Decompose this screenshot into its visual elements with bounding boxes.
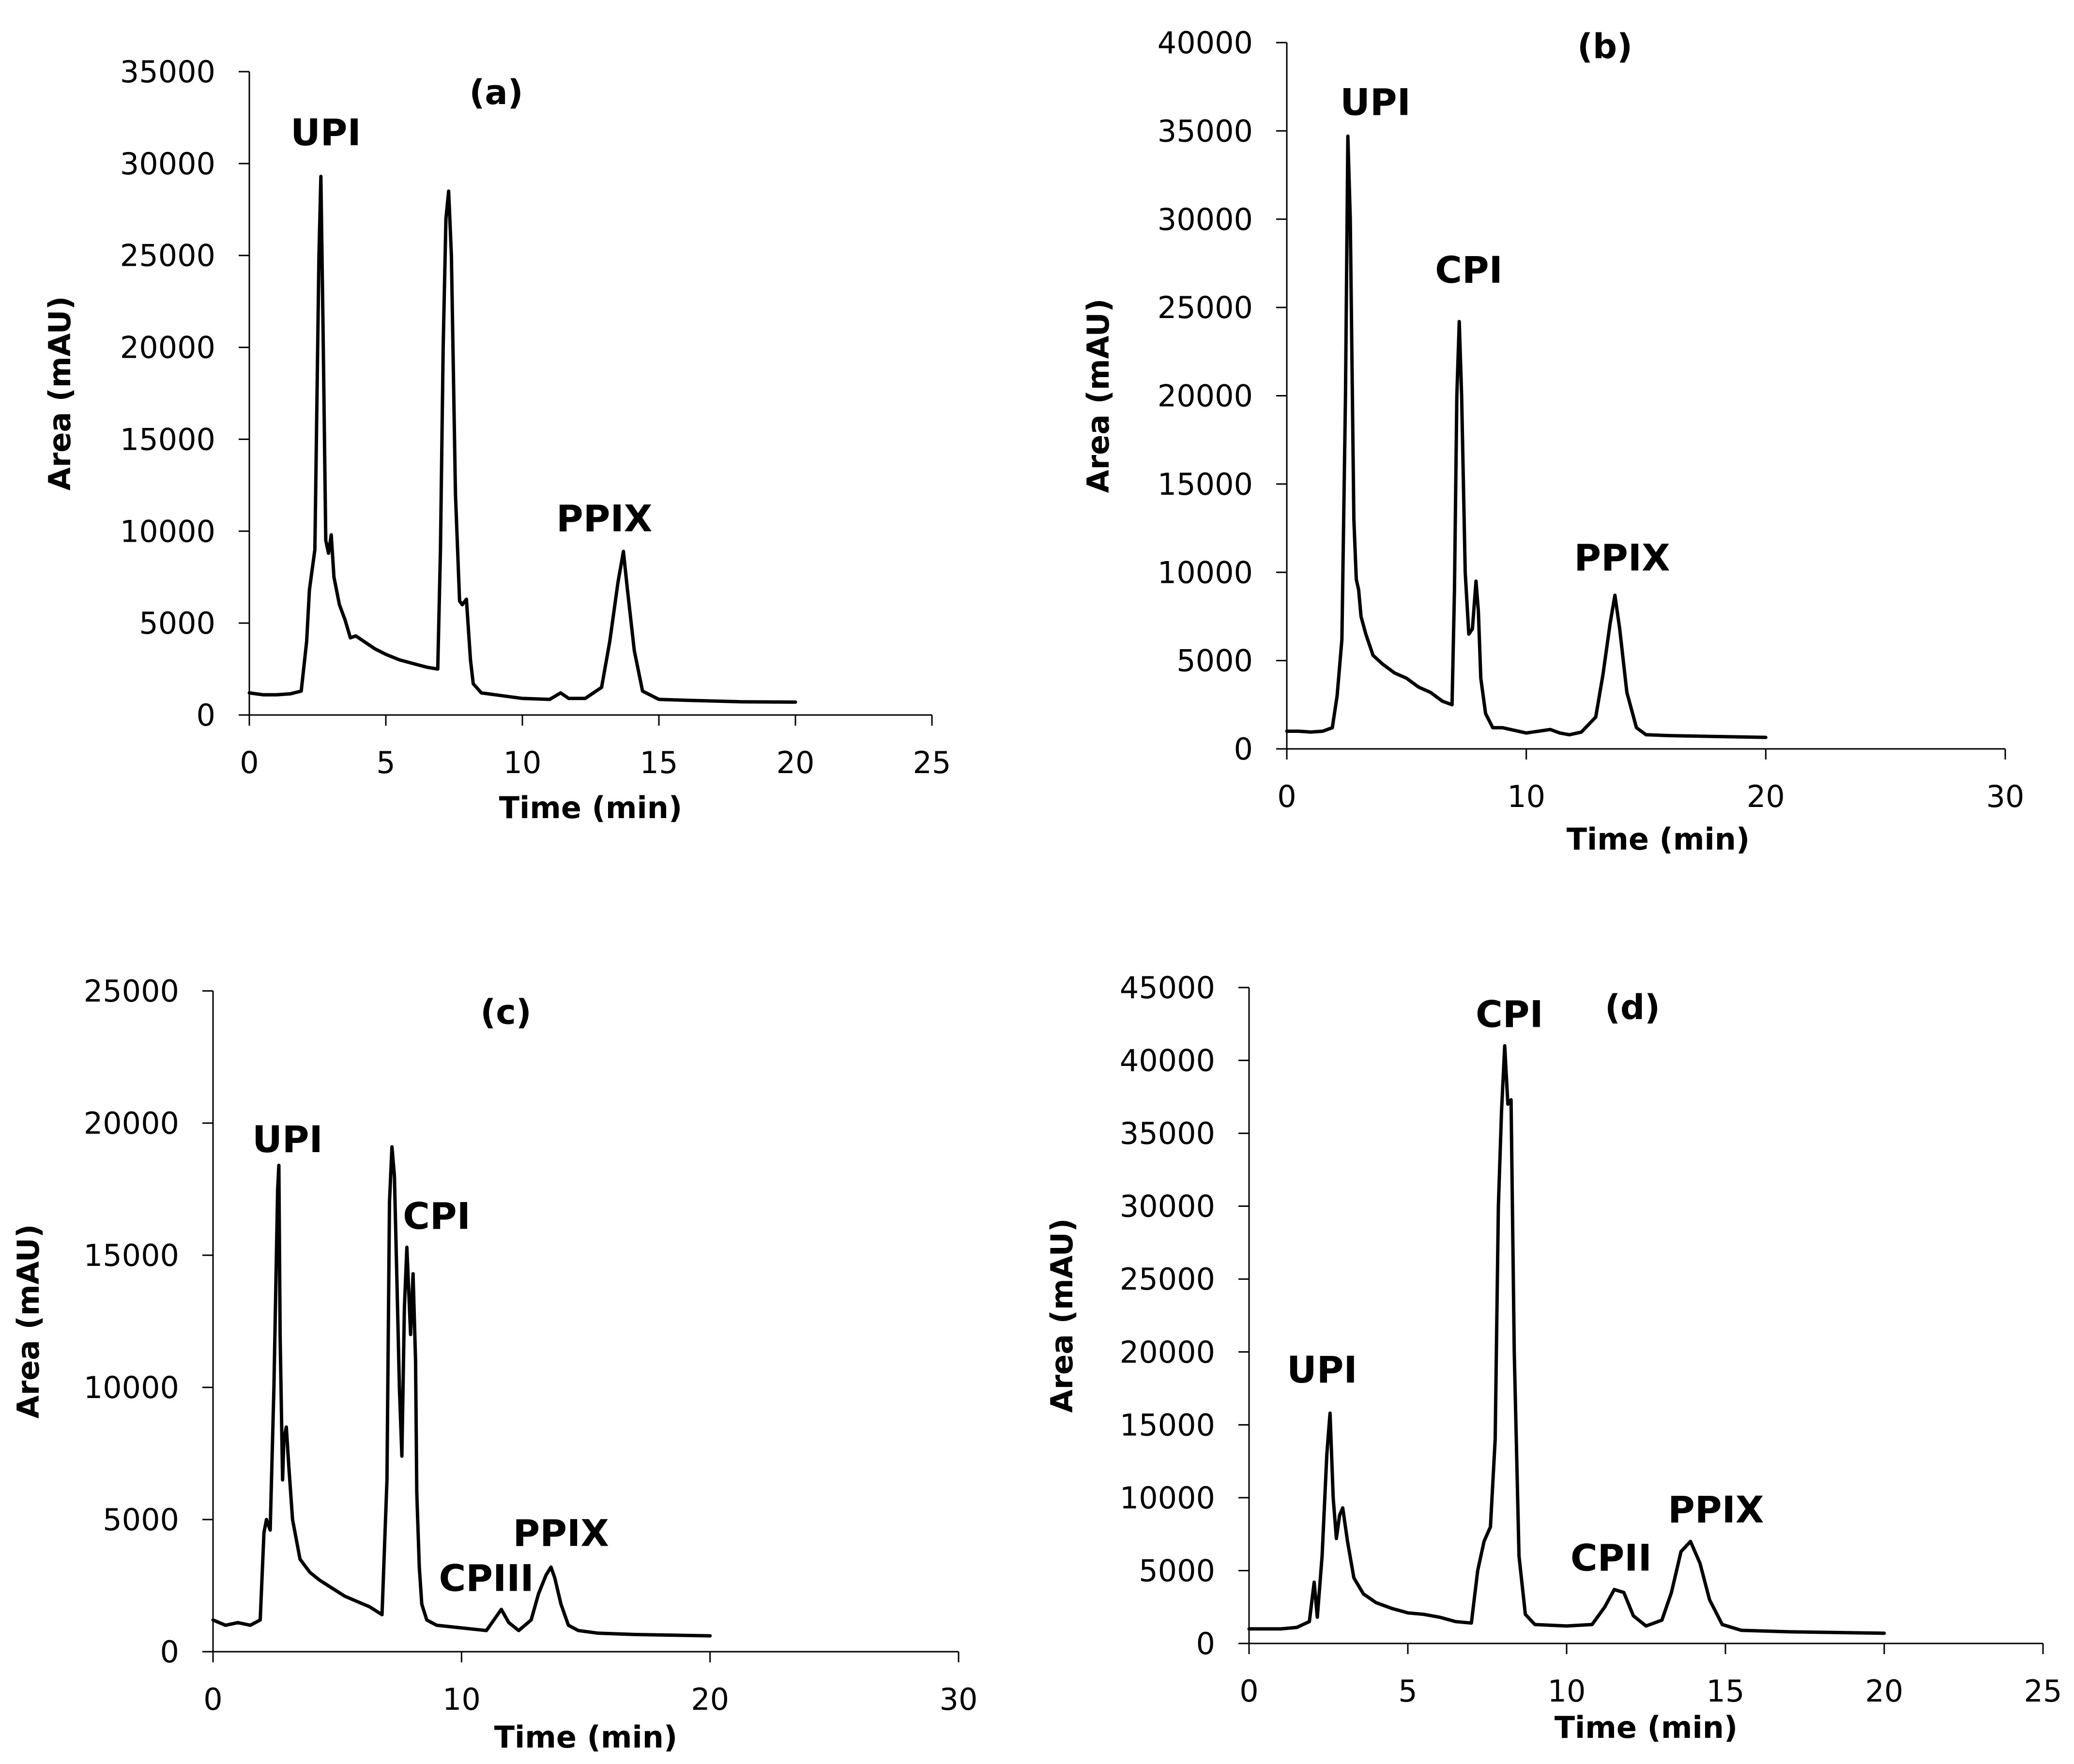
y-tick-label: 25000 bbox=[1120, 1262, 1215, 1297]
peak-label: UPI bbox=[1287, 1348, 1357, 1391]
chromatogram-trace bbox=[1247, 1044, 1886, 1635]
y-tick-label: 5000 bbox=[103, 1502, 179, 1537]
x-axis-title: Time (min) bbox=[1555, 1710, 1738, 1745]
x-tick-label: 0 bbox=[1239, 1673, 1258, 1709]
peak-label: UPI bbox=[1340, 81, 1411, 124]
y-tick-label: 0 bbox=[1234, 731, 1253, 767]
x-tick-label: 15 bbox=[1707, 1673, 1745, 1709]
y-tick-label: 20000 bbox=[84, 1106, 179, 1141]
x-tick-label: 15 bbox=[640, 745, 678, 780]
y-tick-label: 30000 bbox=[1158, 202, 1253, 237]
peak-label: CPII bbox=[1571, 1536, 1652, 1579]
y-tick-label: 30000 bbox=[1120, 1189, 1215, 1224]
chromatogram-trace bbox=[247, 174, 797, 704]
y-axis-title: Area (mAU) bbox=[1044, 1218, 1080, 1413]
x-axis-title: Time (min) bbox=[1567, 821, 1750, 857]
y-tick-label: 15000 bbox=[120, 422, 215, 457]
peak-label: PPIX bbox=[1574, 536, 1670, 579]
y-tick-label: 0 bbox=[1196, 1626, 1215, 1661]
x-tick-label: 0 bbox=[203, 1682, 222, 1717]
x-tick-label: 20 bbox=[777, 745, 815, 780]
peak-label: CPIII bbox=[439, 1556, 534, 1599]
y-tick-label: 20000 bbox=[1158, 379, 1253, 414]
peak-label: PPIX bbox=[556, 497, 652, 540]
panel-title: (c) bbox=[480, 992, 531, 1032]
peak-label: CPI bbox=[403, 1194, 471, 1237]
x-tick-label: 20 bbox=[1747, 779, 1785, 814]
x-tick-label: 25 bbox=[2024, 1673, 2062, 1709]
y-tick-label: 5000 bbox=[139, 606, 215, 641]
y-tick-label: 0 bbox=[197, 698, 215, 733]
y-tick-label: 35000 bbox=[120, 54, 215, 90]
peak-label: PPIX bbox=[513, 1512, 609, 1555]
y-tick-label: 25000 bbox=[84, 973, 179, 1009]
x-tick-label: 5 bbox=[1398, 1673, 1417, 1709]
x-tick-label: 25 bbox=[913, 745, 951, 780]
peak-label: UPI bbox=[290, 111, 361, 154]
panel-title: (d) bbox=[1605, 988, 1660, 1027]
x-tick-label: 0 bbox=[240, 745, 259, 780]
x-tick-label: 30 bbox=[1986, 779, 2025, 814]
x-axis-title: Time (min) bbox=[499, 790, 682, 825]
panel-title: (a) bbox=[469, 73, 523, 112]
y-tick-label: 15000 bbox=[1158, 467, 1253, 502]
x-tick-label: 10 bbox=[503, 745, 542, 780]
y-tick-label: 20000 bbox=[1120, 1335, 1215, 1370]
peak-label: CPI bbox=[1435, 248, 1503, 291]
y-tick-label: 35000 bbox=[1120, 1116, 1215, 1151]
x-axis-title: Time (min) bbox=[494, 1719, 677, 1755]
y-tick-label: 40000 bbox=[1158, 25, 1253, 61]
x-tick-label: 5 bbox=[376, 745, 395, 780]
y-axis-title: Area (mAU) bbox=[1081, 299, 1116, 493]
x-tick-label: 30 bbox=[940, 1682, 978, 1717]
peak-label: CPI bbox=[1476, 992, 1543, 1035]
y-tick-label: 20000 bbox=[120, 330, 215, 365]
y-tick-label: 45000 bbox=[1120, 970, 1215, 1005]
chromatogram-trace bbox=[1285, 134, 1768, 739]
y-tick-label: 5000 bbox=[1176, 643, 1253, 679]
x-tick-label: 10 bbox=[1507, 779, 1545, 814]
chart-panel-b: 0 5000 10000 15000 20000 25000 30000 35000 40000… bbox=[1081, 25, 2024, 857]
x-tick-label: 0 bbox=[1277, 779, 1296, 814]
chart-panel-d: 0 5000 10000 15000 20000 25000 30000 35000 40000… bbox=[1044, 970, 2062, 1745]
y-tick-label: 15000 bbox=[1120, 1407, 1215, 1443]
y-tick-label: 30000 bbox=[120, 146, 215, 182]
y-axis-title: Area (mAU) bbox=[42, 296, 77, 491]
chart-panel-a: 0 5000 10000 15000 20000 25000 30000 35000 0 5 10 1… bbox=[42, 54, 951, 825]
chart-panel-c: 0 5000 10000 15000 20000 25000 0 10 20 30 (c) Time … bbox=[11, 973, 977, 1755]
y-tick-label: 35000 bbox=[1158, 113, 1253, 149]
y-tick-label: 15000 bbox=[84, 1238, 179, 1273]
y-tick-label: 25000 bbox=[120, 238, 215, 274]
y-tick-label: 5000 bbox=[1139, 1553, 1215, 1588]
y-axis-title: Area (mAU) bbox=[11, 1224, 46, 1419]
x-tick-label: 10 bbox=[442, 1682, 481, 1717]
peak-label: UPI bbox=[252, 1118, 323, 1161]
panel-title: (b) bbox=[1577, 27, 1632, 66]
y-tick-label: 10000 bbox=[84, 1370, 179, 1405]
y-tick-label: 10000 bbox=[1120, 1480, 1215, 1516]
y-tick-label: 25000 bbox=[1158, 290, 1253, 325]
y-tick-label: 10000 bbox=[1158, 555, 1253, 590]
chromatogram-trace bbox=[211, 1145, 712, 1638]
peak-label: PPIX bbox=[1668, 1488, 1764, 1531]
x-tick-label: 20 bbox=[1865, 1673, 1904, 1709]
x-tick-label: 10 bbox=[1548, 1673, 1586, 1709]
y-tick-label: 0 bbox=[160, 1634, 179, 1670]
x-tick-label: 20 bbox=[691, 1682, 729, 1717]
y-tick-label: 10000 bbox=[120, 514, 215, 549]
y-tick-label: 40000 bbox=[1120, 1043, 1215, 1079]
